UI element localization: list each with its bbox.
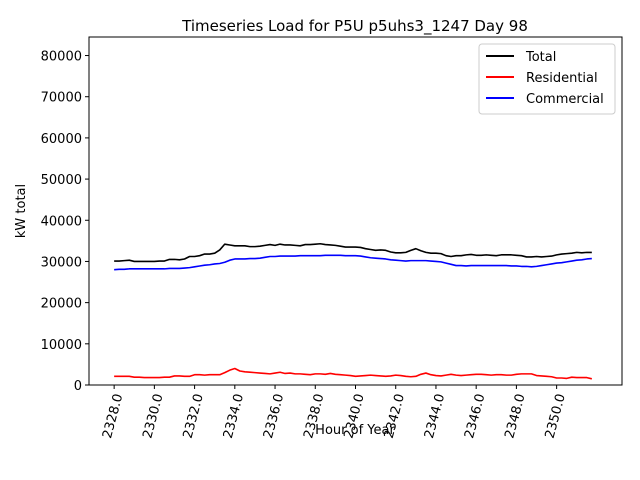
y-tick-label: 30000: [41, 255, 82, 270]
y-axis-ticks: 0 10000 20000 30000 40000 50000 60000 70000 8000…: [41, 50, 89, 394]
x-tick-label: 2328.0: [100, 392, 126, 440]
x-axis-label: Hour of Year: [315, 423, 395, 438]
legend: Total Residential Commercial: [478, 43, 616, 115]
x-tick-label: 2336.0: [261, 392, 287, 440]
x-tick-label: 2332.0: [181, 392, 207, 440]
y-tick-label: 40000: [41, 214, 82, 229]
series-lines: [114, 242, 593, 380]
series-line-total: [114, 242, 592, 263]
x-tick-label: 2348.0: [502, 392, 528, 440]
legend-label-commercial: Commercial: [526, 92, 604, 107]
series-line-commercial: [114, 254, 592, 271]
legend-box: [478, 43, 616, 115]
legend-label-residential: Residential: [526, 71, 598, 86]
y-tick-label: 20000: [41, 297, 82, 312]
y-tick-label: 70000: [41, 91, 82, 106]
x-tick-label: 2344.0: [422, 392, 448, 440]
y-tick-label: 60000: [41, 132, 82, 147]
series-line-residential: [114, 367, 593, 380]
x-tick-label: 2350.0: [543, 392, 569, 440]
y-tick-label: 50000: [41, 173, 82, 188]
y-axis-label: kW total: [14, 184, 29, 238]
x-tick-label: 2334.0: [221, 392, 247, 440]
x-tick-label: 2330.0: [140, 392, 166, 440]
y-tick-label: 80000: [41, 50, 82, 65]
legend-label-total: Total: [525, 50, 556, 65]
y-tick-label: 10000: [41, 338, 82, 353]
chart-title: Timeseries Load for P5U p5uhs3_1247 Day …: [181, 17, 528, 36]
y-tick-label: 0: [74, 379, 82, 394]
x-tick-label: 2346.0: [462, 392, 488, 440]
